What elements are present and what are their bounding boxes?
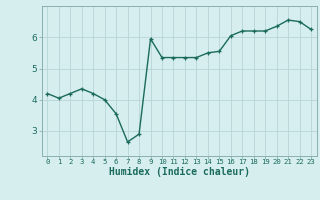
X-axis label: Humidex (Indice chaleur): Humidex (Indice chaleur): [109, 167, 250, 177]
